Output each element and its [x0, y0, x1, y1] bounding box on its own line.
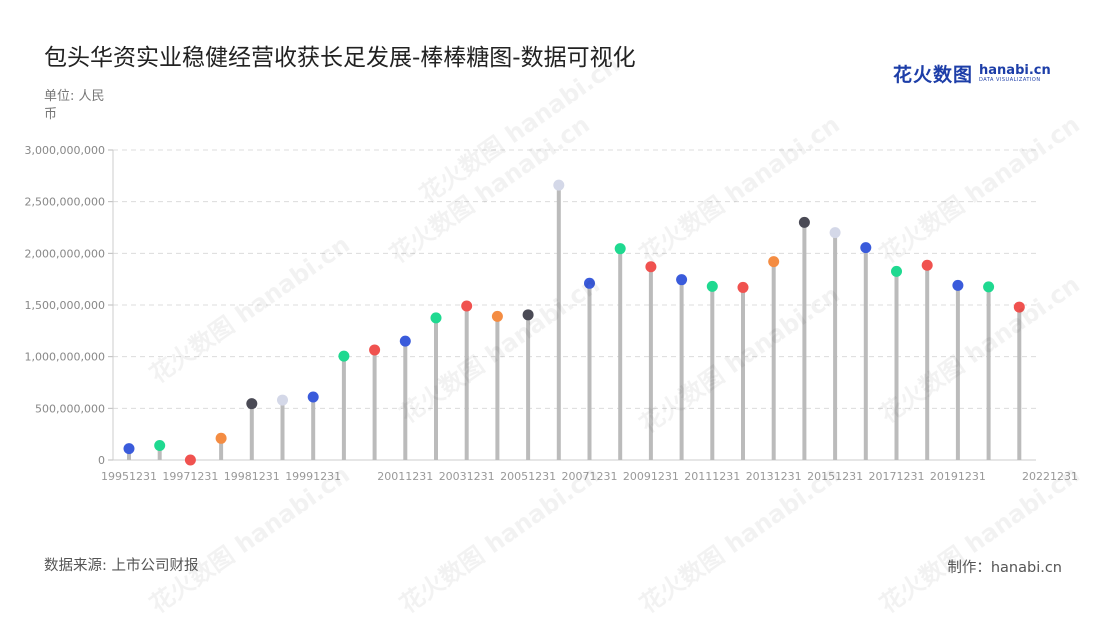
lollipop-dot[interactable]: [798, 216, 810, 228]
x-tick-label: 20131231: [746, 470, 802, 483]
x-tick-label: 20011231: [377, 470, 433, 483]
lollipop-dot[interactable]: [553, 179, 565, 191]
lollipop-dot[interactable]: [952, 279, 964, 291]
x-tick-label: 20191231: [930, 470, 986, 483]
y-tick-label: 2,000,000,000: [25, 247, 105, 260]
dot-layer: [123, 179, 1025, 466]
x-tick-label: 20051231: [500, 470, 556, 483]
lollipop-dot[interactable]: [829, 227, 841, 239]
lollipop-dot[interactable]: [184, 454, 196, 466]
credit-link[interactable]: 制作：hanabi.cn: [947, 560, 1062, 576]
lollipop-dot[interactable]: [369, 344, 381, 356]
y-tick-label: 500,000,000: [35, 402, 105, 415]
lollipop-dot[interactable]: [246, 398, 258, 410]
lollipop-dot[interactable]: [860, 242, 872, 254]
lollipop-dot[interactable]: [706, 280, 718, 292]
lollipop-dot[interactable]: [461, 300, 473, 312]
grid-layer: [113, 149, 1036, 409]
axis-layer: 0 500,000,000 1,000,000,000 1,500,000,000 2,…: [25, 144, 1078, 483]
brand-logo: 花火数图 hanabi.cn DATA VISUALIZATION: [893, 60, 1051, 87]
x-tick-label: 19991231: [285, 470, 341, 483]
lollipop-dot[interactable]: [430, 312, 442, 324]
lollipop-dot[interactable]: [921, 259, 933, 271]
lollipop-dot[interactable]: [891, 265, 902, 277]
logo-chinese: 花火数图: [893, 64, 974, 86]
stem-layer: [127, 185, 1022, 460]
x-tick-label: 19951231: [101, 470, 157, 483]
lollipop-dot[interactable]: [676, 274, 688, 286]
lollipop-dot[interactable]: [522, 309, 534, 321]
unit-label: 单位: 人民币: [44, 89, 105, 122]
logo-subtitle: DATA VISUALIZATION: [979, 76, 1041, 83]
chart-title: 包头华资实业稳健经营收获长足发展-棒棒糖图-数据可视化: [44, 45, 636, 71]
x-tick-label: 20071231: [562, 470, 618, 483]
y-tick-label: 3,000,000,000: [25, 144, 105, 157]
data-source: 数据来源: 上市公司财报: [44, 558, 199, 574]
x-tick-label: 19971231: [162, 470, 218, 483]
lollipop-dot[interactable]: [307, 391, 319, 403]
lollipop-dot[interactable]: [768, 256, 780, 268]
x-tick-label: 19981231: [224, 470, 280, 483]
lollipop-dot[interactable]: [399, 335, 411, 347]
lollipop-dot[interactable]: [491, 310, 503, 322]
y-tick-label: 0: [98, 454, 105, 467]
y-tick-label: 1,000,000,000: [25, 351, 105, 364]
lollipop-dot[interactable]: [614, 243, 626, 255]
x-tick-label: 20221231: [1022, 470, 1078, 483]
x-tick-label: 20171231: [869, 470, 925, 483]
x-tick-label: 20111231: [684, 470, 740, 483]
lollipop-dot[interactable]: [983, 281, 995, 293]
y-tick-label: 2,500,000,000: [25, 196, 105, 209]
lollipop-dot[interactable]: [338, 350, 350, 362]
lollipop-dot[interactable]: [277, 394, 288, 406]
lollipop-dot[interactable]: [584, 277, 595, 289]
x-tick-label: 20091231: [623, 470, 679, 483]
logo-english: hanabi.cn: [979, 62, 1051, 78]
lollipop-dot[interactable]: [737, 281, 749, 293]
lollipop-dot[interactable]: [215, 432, 227, 444]
lollipop-dot[interactable]: [645, 261, 657, 273]
y-tick-label: 1,500,000,000: [25, 299, 105, 312]
x-tick-label: 20031231: [439, 470, 495, 483]
lollipop-dot[interactable]: [154, 440, 166, 452]
x-tick-label: 20151231: [807, 470, 863, 483]
lollipop-dot[interactable]: [1013, 301, 1025, 313]
lollipop-dot[interactable]: [123, 443, 135, 455]
